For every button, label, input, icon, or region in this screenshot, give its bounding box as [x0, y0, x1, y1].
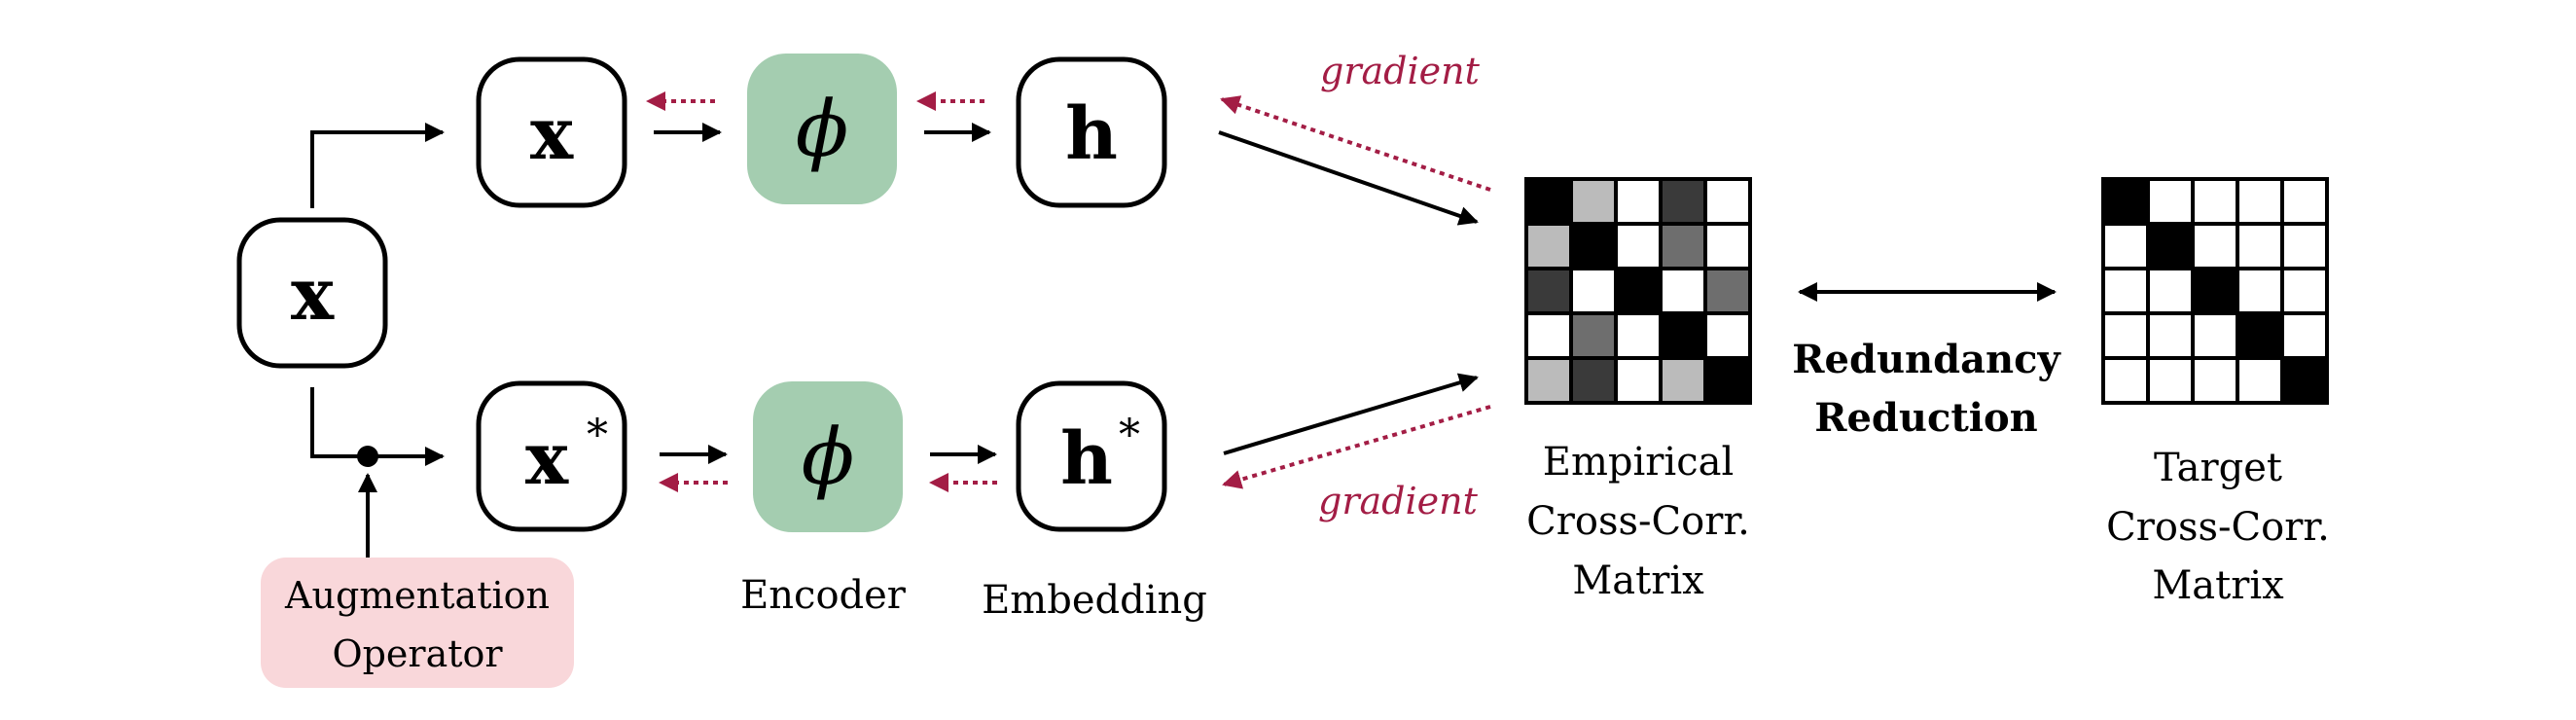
empirical-matrix-cell-3-1: [1569, 311, 1618, 360]
embedding-bottom-label: h: [1060, 417, 1113, 501]
target-matrix-cell-3-4: [2280, 311, 2329, 360]
augmentation-junction: [357, 446, 378, 467]
empirical-matrix-cell-4-3: [1659, 356, 1707, 405]
input-node-label: x: [291, 253, 335, 337]
branch-top-connector: [310, 123, 445, 208]
branch-bottom-connector: [310, 387, 445, 466]
augmentation-node: [261, 558, 574, 688]
embedding-top-label: h: [1065, 92, 1118, 176]
embedding-bottom-superscript: *: [1119, 411, 1140, 460]
target-matrix-cell-3-0: [2101, 311, 2150, 360]
target-matrix-cell-2-2: [2191, 267, 2239, 315]
empirical-matrix-cell-2-2: [1614, 267, 1663, 315]
target-matrix-cell-3-1: [2146, 311, 2195, 360]
target-matrix-cell-3-2: [2191, 311, 2239, 360]
gradient-label-top: gradient: [1320, 50, 1481, 92]
empirical-matrix-cell-3-2: [1614, 311, 1663, 360]
embedding-caption: Embedding: [982, 578, 1207, 623]
empirical-matrix-cell-3-0: [1524, 311, 1573, 360]
empirical-matrix-cell-1-4: [1703, 222, 1752, 270]
target-matrix-cell-1-4: [2280, 222, 2329, 270]
view-bottom-superscript: *: [587, 411, 608, 460]
empirical-matrix-cell-3-4: [1703, 311, 1752, 360]
target-matrix-cell-1-2: [2191, 222, 2239, 270]
target-matrix-cell-2-0: [2101, 267, 2150, 315]
empirical-caption-line3: Matrix: [1572, 558, 1704, 603]
empirical-matrix-cell-4-2: [1614, 356, 1663, 405]
view-top-node: [476, 56, 627, 208]
redundancy-label-line2: Reduction: [1814, 395, 2038, 441]
target-matrix-cell-4-4: [2280, 356, 2329, 405]
target-matrix-cell-1-0: [2101, 222, 2150, 270]
empirical-matrix-cell-1-1: [1569, 222, 1618, 270]
embedding-top-node: [1016, 56, 1167, 208]
encoder-bottom-label: ϕ: [802, 412, 855, 502]
input-node: [236, 217, 388, 369]
target-matrix-cell-0-3: [2236, 177, 2284, 226]
encoder-caption: Encoder: [740, 573, 907, 618]
empirical-matrix-cell-0-2: [1614, 177, 1663, 226]
empirical-matrix-cell-4-0: [1524, 356, 1573, 405]
gradient-label-bottom: gradient: [1318, 480, 1479, 522]
redundancy-label-line1: Redundancy: [1792, 337, 2061, 382]
empirical-cross-corr-matrix: [1524, 177, 1752, 405]
empirical-matrix-cell-0-0: [1524, 177, 1573, 226]
target-matrix-cell-4-1: [2146, 356, 2195, 405]
target-matrix-cell-3-3: [2236, 311, 2284, 360]
empirical-matrix-cell-3-3: [1659, 311, 1707, 360]
target-matrix-cell-0-2: [2191, 177, 2239, 226]
target-matrix-cell-4-2: [2191, 356, 2239, 405]
embedding-bottom-node: [1016, 380, 1167, 532]
target-matrix-cell-2-3: [2236, 267, 2284, 315]
target-caption-line1: Target: [2154, 446, 2282, 490]
augmentation-label-line1: Augmentation: [284, 574, 550, 617]
gradient-matrix-to-embedding-top: [1220, 95, 1491, 192]
target-caption-line3: Matrix: [2152, 563, 2284, 608]
target-matrix-cell-1-3: [2236, 222, 2284, 270]
target-cross-corr-matrix: [2101, 177, 2329, 405]
view-top-label: x: [530, 92, 574, 176]
view-bottom-label: x: [525, 417, 569, 501]
empirical-matrix-cell-0-1: [1569, 177, 1618, 226]
view-bottom-node: [476, 380, 627, 532]
empirical-matrix-cell-2-3: [1659, 267, 1707, 315]
target-matrix-cell-4-3: [2236, 356, 2284, 405]
empirical-caption-line2: Cross-Corr.: [1526, 499, 1750, 544]
empirical-matrix-cell-1-0: [1524, 222, 1573, 270]
empirical-caption-line1: Empirical: [1543, 440, 1734, 485]
arrow-embedding-bottom-to-matrix: [1223, 373, 1479, 455]
target-matrix-cell-2-1: [2146, 267, 2195, 315]
encoder-top-label: ϕ: [796, 84, 849, 174]
empirical-matrix-cell-1-2: [1614, 222, 1663, 270]
target-matrix-cell-1-1: [2146, 222, 2195, 270]
empirical-matrix-cell-4-4: [1703, 356, 1752, 405]
target-matrix-cell-0-0: [2101, 177, 2150, 226]
encoder-top-node: [747, 54, 897, 204]
arrow-embedding-top-to-matrix: [1218, 130, 1479, 226]
empirical-matrix-cell-2-4: [1703, 267, 1752, 315]
target-matrix-cell-0-1: [2146, 177, 2195, 226]
gradient-matrix-to-embedding-bottom: [1222, 405, 1491, 489]
target-matrix-cell-4-0: [2101, 356, 2150, 405]
target-caption-line2: Cross-Corr.: [2106, 505, 2330, 550]
empirical-matrix-cell-1-3: [1659, 222, 1707, 270]
target-matrix-cell-0-4: [2280, 177, 2329, 226]
augmentation-label-line2: Operator: [332, 632, 503, 675]
encoder-bottom-node: [753, 381, 903, 532]
empirical-matrix-cell-0-4: [1703, 177, 1752, 226]
target-matrix-cell-2-4: [2280, 267, 2329, 315]
empirical-matrix-cell-2-0: [1524, 267, 1573, 315]
empirical-matrix-cell-4-1: [1569, 356, 1618, 405]
empirical-matrix-cell-0-3: [1659, 177, 1707, 226]
empirical-matrix-cell-2-1: [1569, 267, 1618, 315]
